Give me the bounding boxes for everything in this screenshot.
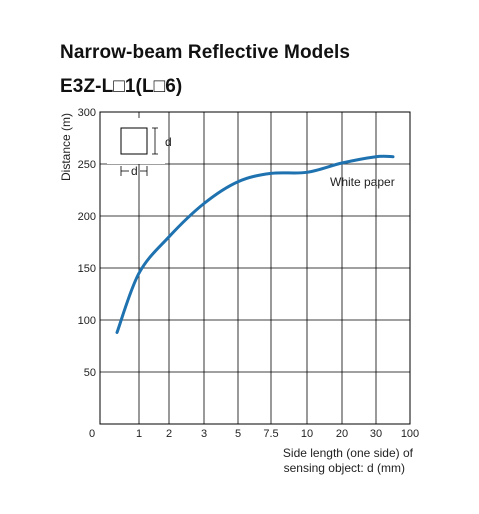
y-tick-label: 300 [78,107,96,119]
x-tick-label: 2 [166,428,172,440]
x-tick-label: 5 [235,428,241,440]
x-tick-label: 1 [136,428,142,440]
plot-frame [99,111,411,425]
x-tick-label: 0 [89,428,95,440]
y-tick-label: 250 [78,159,96,171]
inset-square [120,127,148,155]
y-tick-label: 150 [78,263,96,275]
x-tick-label: 3 [201,428,207,440]
y-tick-labels: 50 100 150 200 250 300 [78,107,96,379]
x-tick-label: 100 [401,428,419,440]
x-tick-labels: 0 1 2 3 5 7.5 10 20 30 100 [89,428,419,440]
y-tick-label: 200 [78,211,96,223]
x-tick-label: 20 [336,428,348,440]
inset-diagram: d d [107,118,172,178]
inset-label-horizontal: d [131,164,138,178]
x-tick-label: 30 [370,428,382,440]
inset-label-vertical: d [165,135,172,149]
series-line-white-paper [115,154,395,334]
x-axis-label-line1: Side length (one side) of [283,446,414,460]
x-tick-label: 10 [301,428,313,440]
series-label-white-paper: White paper [330,175,395,189]
y-tick-label: 100 [78,315,96,327]
y-axis-label: Distance (m) [59,113,73,181]
x-axis-label-line2: sensing object: d (mm) [284,461,405,475]
x-tick-label: 7.5 [263,428,278,440]
chart-title: Narrow-beam Reflective Models [60,42,351,63]
y-tick-label: 50 [84,367,96,379]
chart-subtitle: E3Z-L□1(L□6) [60,76,183,97]
